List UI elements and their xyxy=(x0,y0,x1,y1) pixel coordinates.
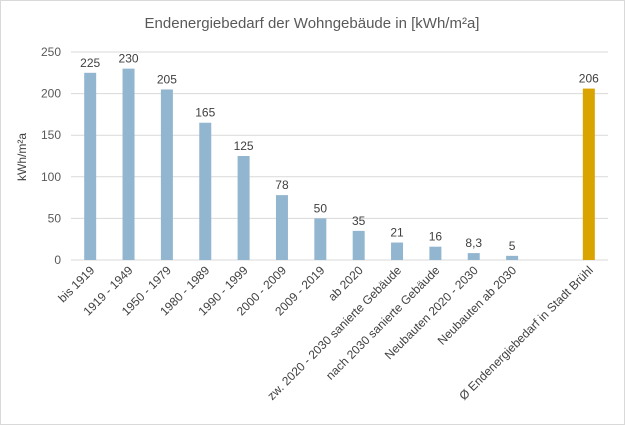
bar xyxy=(352,230,365,260)
data-label: 225 xyxy=(80,56,100,70)
data-label: 21 xyxy=(390,226,404,240)
bars xyxy=(84,68,595,260)
bar xyxy=(314,218,327,260)
data-label: 16 xyxy=(429,230,443,244)
bar xyxy=(160,89,173,260)
bar xyxy=(199,122,212,260)
bar xyxy=(391,242,404,260)
y-axis-ticks: 0 50 100 150 200 250 xyxy=(41,45,61,267)
bar xyxy=(506,255,519,260)
data-label: 5 xyxy=(509,239,516,253)
category-label: Ø Endenergiebedarf in Stadt Brühl xyxy=(456,263,596,403)
data-label: 206 xyxy=(579,72,599,86)
data-label: 50 xyxy=(314,201,328,215)
y-tick-label: 50 xyxy=(48,211,62,225)
y-tick-label: 150 xyxy=(41,128,61,142)
bar xyxy=(467,253,480,260)
y-tick-label: 200 xyxy=(41,87,61,101)
y-tick-label: 100 xyxy=(41,170,61,184)
bar xyxy=(582,88,595,260)
y-tick-label: 0 xyxy=(54,253,61,267)
y-tick-label: 250 xyxy=(41,45,61,59)
data-label: 35 xyxy=(352,214,366,228)
data-label: 230 xyxy=(119,52,139,66)
bar xyxy=(237,156,250,260)
bar xyxy=(84,72,97,260)
chart-title: Endenergiebedarf der Wohngebäude in [kWh… xyxy=(145,15,480,32)
data-label: 125 xyxy=(234,139,254,153)
data-label: 165 xyxy=(195,106,215,120)
gridlines xyxy=(71,51,608,261)
data-label: 8,3 xyxy=(465,236,482,250)
y-axis-label: kWh/m²a xyxy=(15,133,29,181)
data-label: 78 xyxy=(275,178,289,192)
data-labels: 225 230 205 165 125 78 50 35 21 16 8,3 5 206 xyxy=(80,52,599,253)
data-label: 205 xyxy=(157,72,177,86)
bar xyxy=(275,195,288,260)
bar xyxy=(429,246,442,260)
bar xyxy=(122,68,135,260)
